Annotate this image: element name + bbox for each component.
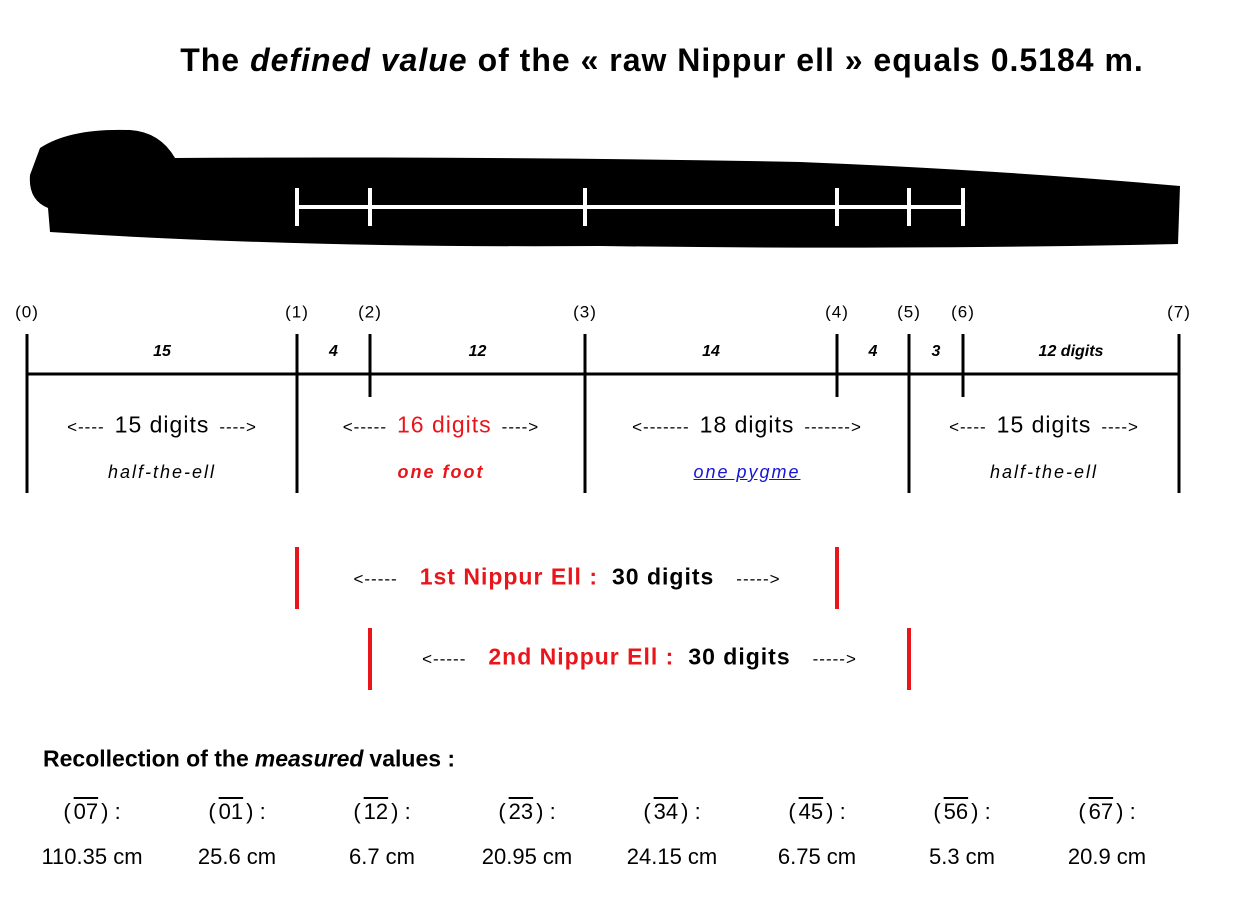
arrow: <----- [422, 649, 467, 669]
paren: ( [353, 799, 361, 824]
measure-line [25, 334, 1181, 493]
measure-value: 24.15 cm [626, 844, 718, 869]
ell-bars [295, 547, 911, 690]
measure-label: (23) : [498, 801, 555, 823]
span-note: half-the-ell [989, 462, 1099, 482]
measure-label: (67) : [1078, 801, 1135, 823]
segment-name: 01 [218, 799, 244, 824]
point-label: (2) [358, 302, 382, 322]
segment-label: 3 [931, 343, 941, 360]
arrow: ----> [219, 417, 257, 437]
title-emphasis: defined value [250, 42, 468, 78]
measure-label: (34) : [643, 801, 700, 823]
measure-value: 6.75 cm [777, 844, 857, 869]
ruler-silhouette [29, 129, 1180, 248]
paren: ( [63, 799, 71, 824]
paren: ) : [536, 799, 556, 824]
segment-name: 12 [363, 799, 389, 824]
measure-value: 110.35 cm [41, 844, 143, 869]
paren: ( [208, 799, 216, 824]
point-label: (7) [1167, 302, 1191, 322]
span-text: 16 digits [396, 411, 492, 438]
segment-label: 14 [702, 343, 720, 360]
segment-name: 23 [508, 799, 534, 824]
arrow: ----> [1101, 417, 1139, 437]
ell-label: <----- 1st Nippur Ell : 30 digits -----> [353, 563, 781, 590]
point-label: (3) [573, 302, 597, 322]
paren: ( [498, 799, 506, 824]
span-text: 15 digits [114, 411, 210, 438]
measure-value: 20.95 cm [481, 844, 573, 869]
point-label: (0) [15, 302, 39, 322]
point-label: (5) [897, 302, 921, 322]
arrow: <------- [632, 417, 690, 437]
arrow: <---- [67, 417, 105, 437]
heading-emphasis: measured [254, 745, 364, 772]
point-label: (4) [825, 302, 849, 322]
span-note: half-the-ell [107, 462, 217, 482]
title-text: The [180, 42, 241, 78]
measure-label: (07) : [63, 801, 120, 823]
measure-label: (56) : [933, 801, 990, 823]
ell-name: 1st Nippur Ell : [419, 563, 598, 590]
segment-label: 4 [329, 343, 338, 360]
paren: ) : [826, 799, 846, 824]
paren: ) : [681, 799, 701, 824]
arrow: <---- [949, 417, 987, 437]
ell-name: 2nd Nippur Ell : [488, 643, 675, 670]
arrow: -------> [804, 417, 862, 437]
span-label: <---- 15 digits ----> [67, 411, 257, 438]
paren: ) : [391, 799, 411, 824]
point-label: (1) [285, 302, 309, 322]
paren: ( [788, 799, 796, 824]
segment-name: 56 [943, 799, 969, 824]
measure-value: 6.7 cm [348, 844, 416, 869]
segment-name: 34 [653, 799, 679, 824]
segment-label: 4 [868, 343, 878, 360]
span-text: 15 digits [996, 411, 1092, 438]
heading: Recollection of the measured values : [43, 745, 456, 772]
ruler-scale [295, 188, 965, 226]
heading-text: Recollection of the [43, 745, 249, 772]
paren: ) : [1116, 799, 1136, 824]
measure-value: 25.6 cm [197, 844, 277, 869]
segment-name: 67 [1088, 799, 1114, 824]
measure-label: (12) : [353, 801, 410, 823]
arrow: -----> [812, 649, 857, 669]
span-label: <----- 16 digits ----> [342, 411, 540, 438]
segment-label: 12 digits [1038, 343, 1104, 360]
paren: ) : [101, 799, 121, 824]
arrow: <----- [353, 569, 398, 589]
arrow: <----- [342, 417, 387, 437]
paren: ( [1078, 799, 1086, 824]
measure-value: 5.3 cm [928, 844, 996, 869]
measure-label: (01) : [208, 801, 265, 823]
span-text: 18 digits [699, 411, 795, 438]
paren: ( [933, 799, 941, 824]
arrow: ----> [501, 417, 540, 437]
span-label: <------- 18 digits -------> [632, 411, 862, 438]
heading-text: values : [369, 745, 456, 772]
segment-label: 15 [153, 343, 171, 360]
span-label: <---- 15 digits ----> [949, 411, 1139, 438]
paren: ) : [246, 799, 266, 824]
ell-label: <----- 2nd Nippur Ell : 30 digits -----> [422, 643, 857, 670]
segment-name: 07 [73, 799, 99, 824]
span-note: one pygme [693, 462, 801, 482]
segment-name: 45 [798, 799, 824, 824]
span-note: one foot [397, 462, 485, 482]
paren: ( [643, 799, 651, 824]
point-label: (6) [951, 302, 975, 322]
ell-value: 30 digits [611, 563, 715, 590]
measure-label: (45) : [788, 801, 845, 823]
segment-label: 12 [468, 343, 487, 360]
paren: ) : [971, 799, 991, 824]
ell-value: 30 digits [688, 643, 791, 670]
arrow: -----> [736, 569, 781, 589]
measure-value: 20.9 cm [1067, 844, 1147, 869]
title: The defined value of the « raw Nippur ell … [180, 44, 1144, 76]
title-text: of the « raw Nippur ell » equals 0.5184 … [477, 42, 1144, 78]
